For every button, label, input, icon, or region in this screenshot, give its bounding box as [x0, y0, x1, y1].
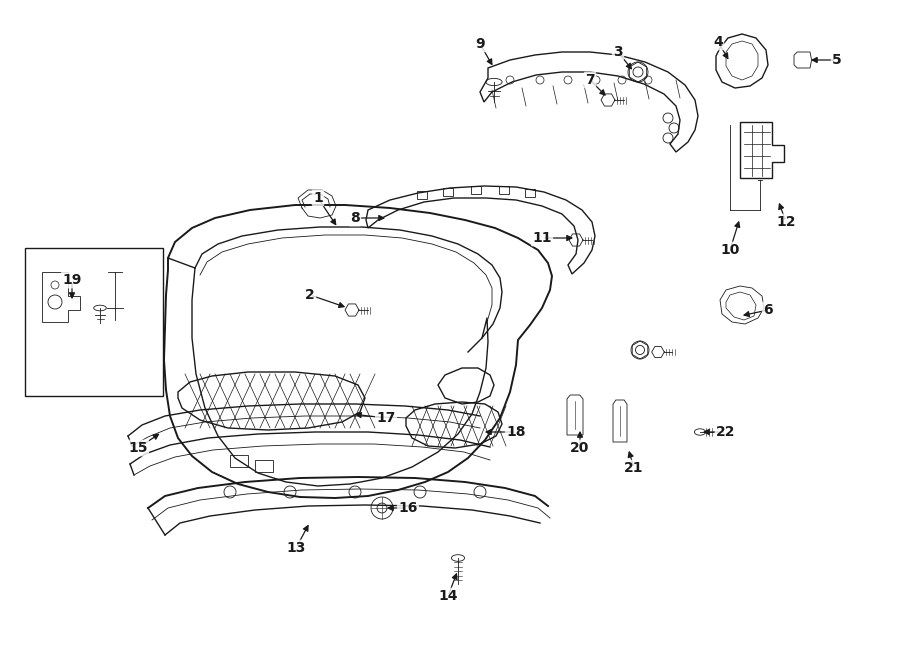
Text: 5: 5	[832, 53, 842, 67]
Text: 19: 19	[62, 273, 82, 287]
Text: 20: 20	[571, 441, 590, 455]
Text: 1: 1	[313, 191, 323, 205]
Bar	[25, 248, 163, 396]
Text: 21: 21	[625, 461, 643, 475]
Text: 3: 3	[613, 45, 623, 59]
Bar	[230, 455, 248, 467]
Text: 15: 15	[128, 441, 148, 455]
Text: 9: 9	[475, 37, 485, 51]
Text: 13: 13	[286, 541, 306, 555]
Text: 10: 10	[720, 243, 740, 257]
Text: 6: 6	[763, 303, 773, 317]
Text: 4: 4	[713, 35, 723, 49]
Bar	[417, 191, 427, 199]
Text: 12: 12	[776, 215, 796, 229]
Bar	[499, 186, 509, 194]
Text: 14: 14	[438, 589, 458, 603]
Text: 16: 16	[399, 501, 418, 515]
Bar	[525, 189, 535, 197]
Bar	[255, 460, 273, 472]
Text: 18: 18	[506, 425, 526, 439]
Text: 22: 22	[716, 425, 736, 439]
Text: 7: 7	[585, 73, 595, 87]
Bar	[443, 188, 453, 196]
Text: 8: 8	[350, 211, 360, 225]
Text: 11: 11	[532, 231, 552, 245]
Text: 17: 17	[376, 411, 396, 425]
Text: 2: 2	[305, 288, 315, 302]
Bar	[471, 186, 481, 194]
